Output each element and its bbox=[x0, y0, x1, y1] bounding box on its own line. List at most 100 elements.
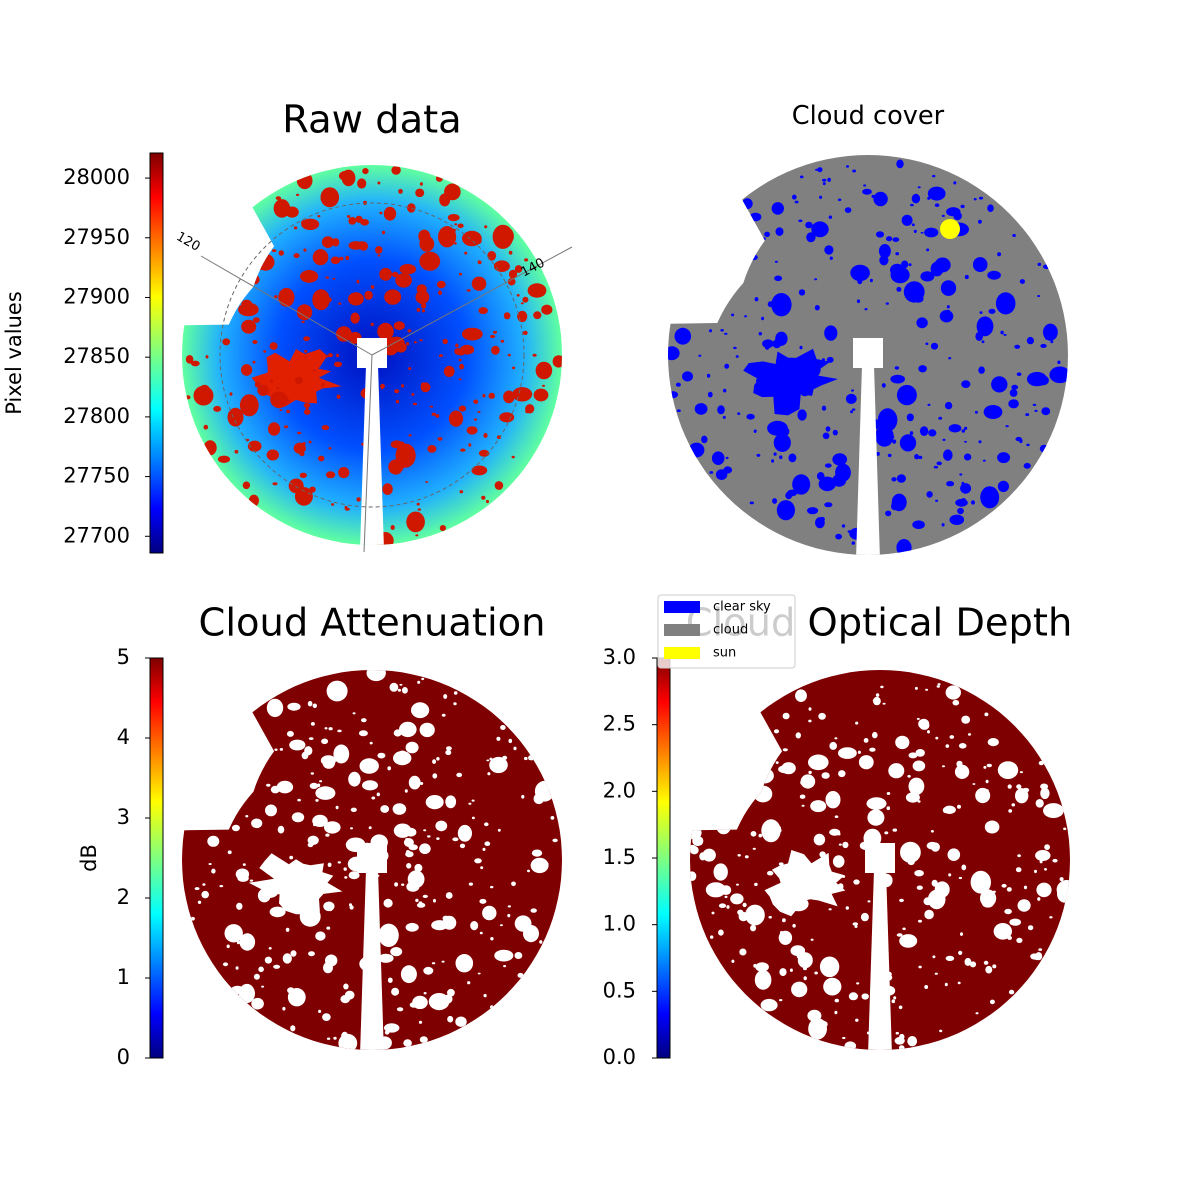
blob bbox=[987, 738, 999, 747]
blob bbox=[755, 962, 769, 972]
blob bbox=[389, 682, 399, 692]
blob bbox=[863, 828, 882, 848]
blob bbox=[1043, 264, 1051, 270]
blob bbox=[832, 855, 845, 868]
blob bbox=[391, 987, 400, 996]
blob bbox=[710, 784, 714, 789]
blob bbox=[721, 795, 725, 799]
blob bbox=[542, 384, 545, 387]
blob bbox=[834, 1010, 838, 1015]
blob bbox=[333, 1036, 337, 1040]
blob bbox=[235, 868, 250, 880]
blob bbox=[730, 893, 744, 905]
blob bbox=[482, 905, 497, 921]
blob bbox=[974, 410, 978, 414]
blob bbox=[507, 278, 516, 286]
blob bbox=[403, 1039, 412, 1047]
blob bbox=[244, 217, 261, 230]
blob bbox=[321, 738, 329, 745]
blob bbox=[944, 401, 953, 410]
blob bbox=[754, 768, 774, 784]
blob bbox=[1000, 330, 1004, 335]
blob bbox=[332, 277, 336, 280]
blob bbox=[1030, 953, 1039, 960]
blob bbox=[208, 263, 213, 266]
blob bbox=[774, 275, 783, 282]
panel-title: Cloud cover bbox=[792, 101, 945, 131]
blob bbox=[258, 966, 264, 973]
blob bbox=[419, 339, 423, 342]
blob bbox=[924, 227, 939, 238]
blob bbox=[960, 483, 972, 494]
blob bbox=[491, 345, 500, 355]
blob bbox=[242, 481, 251, 490]
blob bbox=[690, 871, 697, 882]
blob bbox=[233, 302, 237, 304]
blob bbox=[746, 413, 755, 420]
blob bbox=[308, 951, 315, 957]
blob bbox=[540, 782, 550, 792]
blob bbox=[282, 785, 286, 788]
blob bbox=[914, 870, 924, 877]
blob bbox=[512, 387, 533, 402]
blob bbox=[333, 744, 350, 764]
blob bbox=[882, 702, 886, 705]
blob bbox=[779, 968, 787, 977]
blob bbox=[1043, 803, 1064, 819]
blob bbox=[744, 315, 748, 318]
blob bbox=[397, 750, 408, 761]
blob bbox=[918, 965, 922, 969]
blob bbox=[807, 1009, 822, 1022]
blob bbox=[377, 181, 381, 185]
blob bbox=[507, 353, 511, 357]
blob bbox=[381, 230, 386, 235]
blob bbox=[737, 909, 744, 916]
blob bbox=[957, 804, 961, 809]
colorbar-tick-label: 27700 bbox=[63, 523, 130, 547]
blob bbox=[794, 200, 799, 204]
blob bbox=[895, 252, 900, 256]
blob bbox=[425, 795, 444, 810]
blob bbox=[287, 702, 301, 711]
polar-grid bbox=[219, 202, 525, 508]
blob bbox=[322, 193, 326, 197]
blob bbox=[303, 402, 311, 408]
blob bbox=[266, 809, 271, 813]
blob bbox=[817, 167, 823, 173]
blob bbox=[796, 399, 800, 402]
blob bbox=[936, 685, 940, 688]
polar-spoke bbox=[371, 246, 573, 356]
blob bbox=[754, 297, 759, 302]
blob bbox=[856, 982, 860, 985]
blob bbox=[401, 384, 405, 388]
blob bbox=[1016, 372, 1022, 377]
blob bbox=[969, 961, 977, 968]
blob bbox=[348, 1042, 352, 1046]
blob bbox=[916, 885, 923, 890]
blob bbox=[729, 742, 743, 754]
blob bbox=[818, 712, 826, 720]
blob bbox=[499, 924, 503, 927]
blob bbox=[848, 992, 859, 1001]
blob bbox=[236, 940, 240, 945]
blob bbox=[945, 685, 961, 700]
blob bbox=[348, 292, 364, 306]
blob bbox=[462, 230, 482, 247]
blob bbox=[312, 369, 316, 372]
blob bbox=[445, 795, 457, 809]
blob bbox=[835, 463, 851, 482]
blob bbox=[387, 977, 393, 983]
blob bbox=[304, 887, 308, 891]
blob bbox=[490, 1005, 494, 1009]
blob bbox=[745, 904, 765, 926]
blob bbox=[704, 794, 719, 812]
blob bbox=[762, 339, 774, 349]
blob bbox=[885, 302, 889, 305]
blob bbox=[458, 358, 462, 362]
blob bbox=[918, 718, 930, 730]
blob bbox=[945, 955, 955, 962]
colorbar-tick-label: 0.5 bbox=[603, 978, 636, 1002]
blob bbox=[458, 405, 466, 412]
blob bbox=[782, 388, 788, 393]
blob bbox=[907, 774, 911, 778]
